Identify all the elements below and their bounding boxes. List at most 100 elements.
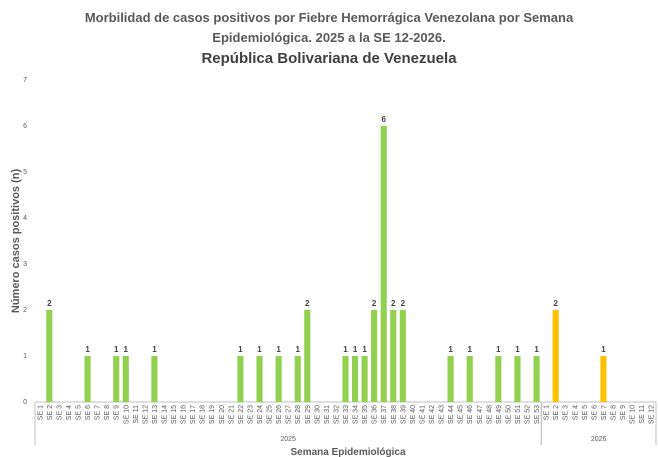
x-tick-label: SE 35 [362,405,369,424]
x-tick-label: SE 13 [152,405,159,424]
y-tick-label: 5 [23,169,27,176]
x-tick-label: SE 4 [66,405,73,420]
x-tick-label: SE 15 [171,405,178,424]
bar [447,356,454,402]
data-label: 1 [124,345,129,354]
x-tick-label: SE 41 [419,405,426,424]
x-tick-label: SE 22 [238,405,245,424]
bar [351,356,359,402]
x-tick-label: SE 21 [228,405,235,424]
data-label: 1 [296,345,301,354]
x-tick-label: SE 52 [525,405,532,424]
x-tick-label: SE 2 [47,405,54,420]
x-tick-label: SE 8 [611,405,618,420]
bar [151,356,158,402]
x-tick-label: SE 43 [439,405,446,424]
x-tick-label: SE 25 [267,405,274,424]
x-tick-label: SE 33 [343,405,350,424]
x-tick-label: SE 7 [601,405,608,420]
y-tick-label: 6 [23,123,27,130]
x-tick-label: SE 16 [181,405,188,424]
bar [275,356,282,402]
x-tick-label: SE 14 [161,405,168,424]
x-tick-label: SE 4 [572,405,579,420]
data-label: 1 [114,345,119,354]
y-axis-title: Número casos positivos (n) [10,169,22,314]
data-label: 2 [553,299,558,308]
y-tick-label: 3 [23,261,27,268]
x-tick-label: SE 9 [620,405,627,420]
x-tick-label: SE 30 [314,405,321,424]
x-tick-label: SE 46 [467,405,474,424]
x-tick-label: SE 10 [123,405,130,424]
data-label: 1 [601,345,606,354]
x-tick-label: SE 20 [219,405,226,424]
x-tick-label: SE 5 [75,405,82,420]
bar [361,356,368,402]
x-tick-label: SE 51 [515,405,522,424]
data-label: 1 [238,345,243,354]
chart-title: Epidemiológica. 2025 a la SE 12-2026. [212,30,445,45]
y-tick-label: 1 [23,353,27,360]
x-tick-label: SE 17 [190,405,197,424]
data-label: 1 [257,345,262,354]
x-tick-label: SE 6 [591,405,598,420]
x-tick-label: SE 39 [400,405,407,424]
x-tick-label: SE 3 [563,405,570,420]
x-tick-label: SE 1 [37,405,44,420]
bar [399,310,406,402]
x-tick-label: SE 38 [391,405,398,424]
bar [122,356,129,402]
data-label: 1 [276,345,281,354]
x-tick-label: SE 7 [95,405,102,420]
data-label: 1 [448,345,453,354]
data-label: 1 [515,345,520,354]
data-label: 2 [391,299,396,308]
x-tick-label: SE 12 [649,405,656,424]
x-tick-label: SE 6 [85,405,92,420]
x-tick-label: SE 26 [276,405,283,424]
bar [294,356,301,402]
x-tick-label: SE 40 [410,405,417,424]
group-label: 2025 [280,436,296,443]
bar [342,356,349,402]
bar [46,310,53,402]
x-tick-label: SE 2 [553,405,560,420]
bar [304,310,311,402]
x-tick-label: SE 18 [200,405,207,424]
x-tick-label: SE 45 [458,405,465,424]
y-tick-label: 4 [23,215,27,222]
x-tick-label: SE 8 [104,405,111,420]
bar [390,310,397,402]
bar [600,356,607,402]
bar [495,356,502,402]
x-tick-label: SE 10 [630,405,637,424]
x-tick-label: SE 44 [448,405,455,424]
y-tick-label: 7 [23,77,27,84]
x-tick-label: SE 37 [381,405,388,424]
x-tick-label: SE 32 [333,405,340,424]
x-tick-label: SE 50 [505,405,512,424]
bar [514,356,521,402]
x-tick-label: SE 31 [324,405,331,424]
data-label: 1 [496,345,501,354]
data-label: 2 [372,299,377,308]
x-tick-label: SE 28 [295,405,302,424]
x-tick-label: SE 5 [582,405,589,420]
data-label: 6 [381,115,386,124]
chart-subtitle: República Bolivariana de Venezuela [201,50,457,67]
x-axis-title: Semana Epidemiológica [290,447,405,457]
x-tick-label: SE 36 [372,405,379,424]
bar [380,126,387,402]
x-tick-label: SE 49 [496,405,503,424]
x-tick-label: SE 9 [114,405,121,420]
data-label: 2 [47,299,52,308]
data-label: 1 [534,345,539,354]
bar [256,356,263,402]
x-tick-label: SE 23 [247,405,254,424]
data-label: 1 [152,345,157,354]
data-label: 2 [401,299,406,308]
data-label: 1 [467,345,472,354]
x-tick-label: SE 47 [477,405,484,424]
